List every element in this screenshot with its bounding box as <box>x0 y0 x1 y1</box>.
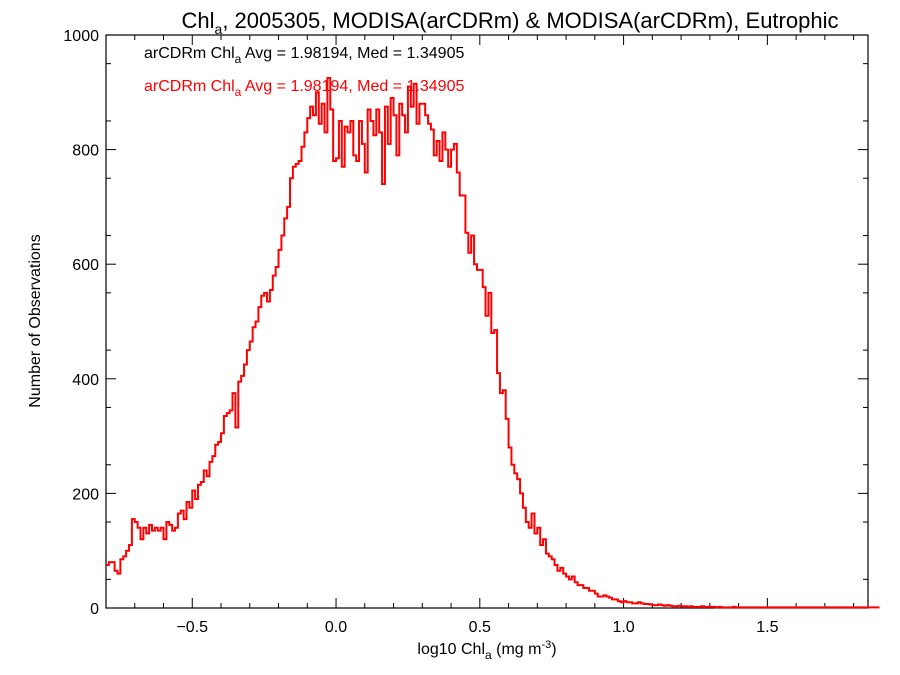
plot-frame <box>105 34 869 609</box>
x-axis-label-prefix: log10 Chl <box>417 641 485 658</box>
chart-title-prefix: Chl <box>182 8 215 33</box>
annotation-black: arCDRm Chla Avg = 1.98194, Med = 1.34905 <box>144 45 464 66</box>
x-tick-label: −0.5 <box>176 619 208 636</box>
x-tick-label: 0.5 <box>469 619 491 636</box>
x-tick-label: 0.0 <box>325 619 347 636</box>
annotation-red-subscript: a <box>235 85 242 99</box>
y-axis-label: Number of Observations <box>27 234 44 407</box>
annotation-red: arCDRm Chla Avg = 1.98194, Med = 1.34905 <box>144 78 464 99</box>
chart-title: Chla, 2005305, MODISA(arCDRm) & MODISA(a… <box>182 8 839 37</box>
chart-title-subscript: a <box>215 21 223 37</box>
x-axis-label-superscript: -3 <box>541 639 551 651</box>
x-axis-label: log10 Chla (mg m-3) <box>417 639 556 662</box>
annotation-black-subscript: a <box>235 52 242 66</box>
x-axis-label-rest: (mg m <box>492 641 542 658</box>
annotation-black-rest: Avg = 1.98194, Med = 1.34905 <box>241 45 464 62</box>
x-tick-label: 1.5 <box>756 619 778 636</box>
x-axis-label-subscript: a <box>485 648 492 662</box>
y-tick-label: 1000 <box>63 28 99 45</box>
y-tick-label: 600 <box>72 257 99 274</box>
axis-ticks <box>106 34 868 609</box>
annotation-black-prefix: arCDRm Chl <box>144 45 235 62</box>
y-tick-label: 400 <box>72 372 99 389</box>
y-tick-label: 200 <box>72 486 99 503</box>
histogram-series-line <box>106 76 880 609</box>
tick-labels: −0.5 0.0 0.5 1.0 1.5 0 200 400 600 800 1000 <box>63 28 778 636</box>
y-tick-label: 0 <box>90 601 99 618</box>
x-tick-label: 1.0 <box>612 619 634 636</box>
x-axis-label-end: ) <box>551 641 556 658</box>
y-tick-label: 800 <box>72 143 99 160</box>
annotation-red-prefix: arCDRm Chl <box>144 78 235 95</box>
chart-title-rest: , 2005305, MODISA(arCDRm) & MODISA(arCDR… <box>222 8 838 33</box>
annotation-red-rest: Avg = 1.98194, Med = 1.34905 <box>241 78 464 95</box>
